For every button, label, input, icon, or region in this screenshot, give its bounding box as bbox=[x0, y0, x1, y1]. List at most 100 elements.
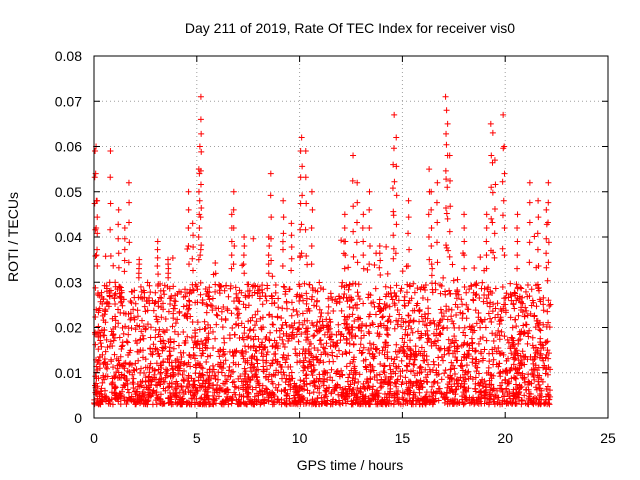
data-point bbox=[481, 285, 488, 292]
data-point bbox=[426, 399, 433, 406]
data-point bbox=[282, 379, 289, 386]
data-point bbox=[196, 400, 203, 407]
data-point bbox=[267, 329, 274, 336]
data-point bbox=[459, 393, 466, 400]
data-point bbox=[545, 179, 552, 186]
data-point bbox=[442, 291, 449, 298]
data-point bbox=[387, 290, 394, 297]
data-point bbox=[195, 188, 202, 195]
data-point bbox=[94, 214, 101, 221]
data-point bbox=[321, 331, 328, 338]
data-point bbox=[511, 289, 518, 296]
data-point bbox=[458, 342, 465, 349]
data-point bbox=[537, 339, 544, 346]
data-point bbox=[453, 312, 460, 319]
data-point bbox=[435, 345, 442, 352]
data-point bbox=[536, 385, 543, 392]
data-point bbox=[193, 283, 200, 290]
data-point bbox=[433, 199, 440, 206]
data-point bbox=[360, 252, 367, 259]
data-point bbox=[534, 246, 541, 253]
data-point bbox=[354, 219, 361, 226]
data-point bbox=[139, 347, 146, 354]
data-point bbox=[305, 350, 312, 357]
data-point bbox=[394, 378, 401, 385]
data-point bbox=[129, 371, 136, 378]
data-point bbox=[465, 368, 472, 375]
data-point bbox=[519, 308, 526, 315]
data-point bbox=[97, 337, 104, 344]
data-point bbox=[514, 370, 521, 377]
data-point bbox=[406, 360, 413, 367]
data-point bbox=[268, 373, 275, 380]
data-point bbox=[303, 399, 310, 406]
data-point bbox=[222, 372, 229, 379]
data-point bbox=[461, 252, 468, 259]
data-point bbox=[434, 259, 441, 266]
data-point bbox=[247, 364, 254, 371]
data-point bbox=[539, 342, 546, 349]
data-point bbox=[375, 394, 382, 401]
data-point bbox=[491, 157, 498, 164]
data-point bbox=[369, 351, 376, 358]
data-point bbox=[398, 323, 405, 330]
data-point bbox=[486, 350, 493, 357]
data-point bbox=[199, 347, 206, 354]
data-point bbox=[186, 352, 193, 359]
data-point bbox=[407, 378, 414, 385]
data-point bbox=[96, 305, 103, 312]
data-point bbox=[523, 307, 530, 314]
data-point bbox=[182, 293, 189, 300]
data-point bbox=[521, 376, 528, 383]
data-point bbox=[153, 316, 160, 323]
data-point bbox=[121, 246, 128, 253]
data-point bbox=[486, 303, 493, 310]
data-point bbox=[420, 378, 427, 385]
data-point bbox=[472, 386, 479, 393]
data-point bbox=[536, 400, 543, 407]
data-point bbox=[488, 152, 495, 159]
data-point bbox=[505, 294, 512, 301]
data-point bbox=[391, 300, 398, 307]
data-point bbox=[94, 359, 101, 366]
data-point bbox=[157, 370, 164, 377]
data-point bbox=[497, 373, 504, 380]
data-point bbox=[397, 288, 404, 295]
data-point bbox=[165, 338, 172, 345]
data-point bbox=[132, 360, 139, 367]
data-point bbox=[236, 287, 243, 294]
data-point bbox=[434, 380, 441, 387]
data-point bbox=[281, 343, 288, 350]
data-point bbox=[546, 387, 553, 394]
data-point bbox=[297, 148, 304, 155]
data-point bbox=[116, 293, 123, 300]
data-point bbox=[257, 315, 264, 322]
data-point bbox=[252, 311, 259, 318]
data-point bbox=[135, 357, 142, 364]
data-point bbox=[487, 120, 494, 127]
data-point bbox=[189, 318, 196, 325]
data-point bbox=[101, 393, 108, 400]
data-point bbox=[137, 283, 144, 290]
data-point bbox=[290, 306, 297, 313]
data-point bbox=[170, 315, 177, 322]
data-point bbox=[131, 287, 138, 294]
data-point bbox=[512, 316, 519, 323]
data-point bbox=[472, 374, 479, 381]
data-point bbox=[367, 376, 374, 383]
data-point bbox=[449, 362, 456, 369]
data-point bbox=[91, 174, 98, 181]
data-point bbox=[168, 401, 175, 408]
data-point bbox=[280, 197, 287, 204]
data-point bbox=[491, 254, 498, 261]
data-point bbox=[380, 322, 387, 329]
data-point bbox=[341, 313, 348, 320]
data-point bbox=[425, 361, 432, 368]
data-point bbox=[228, 238, 235, 245]
data-point bbox=[196, 197, 203, 204]
data-point bbox=[228, 224, 235, 231]
data-point bbox=[162, 315, 169, 322]
data-point bbox=[365, 346, 372, 353]
data-point bbox=[307, 380, 314, 387]
data-point bbox=[336, 347, 343, 354]
